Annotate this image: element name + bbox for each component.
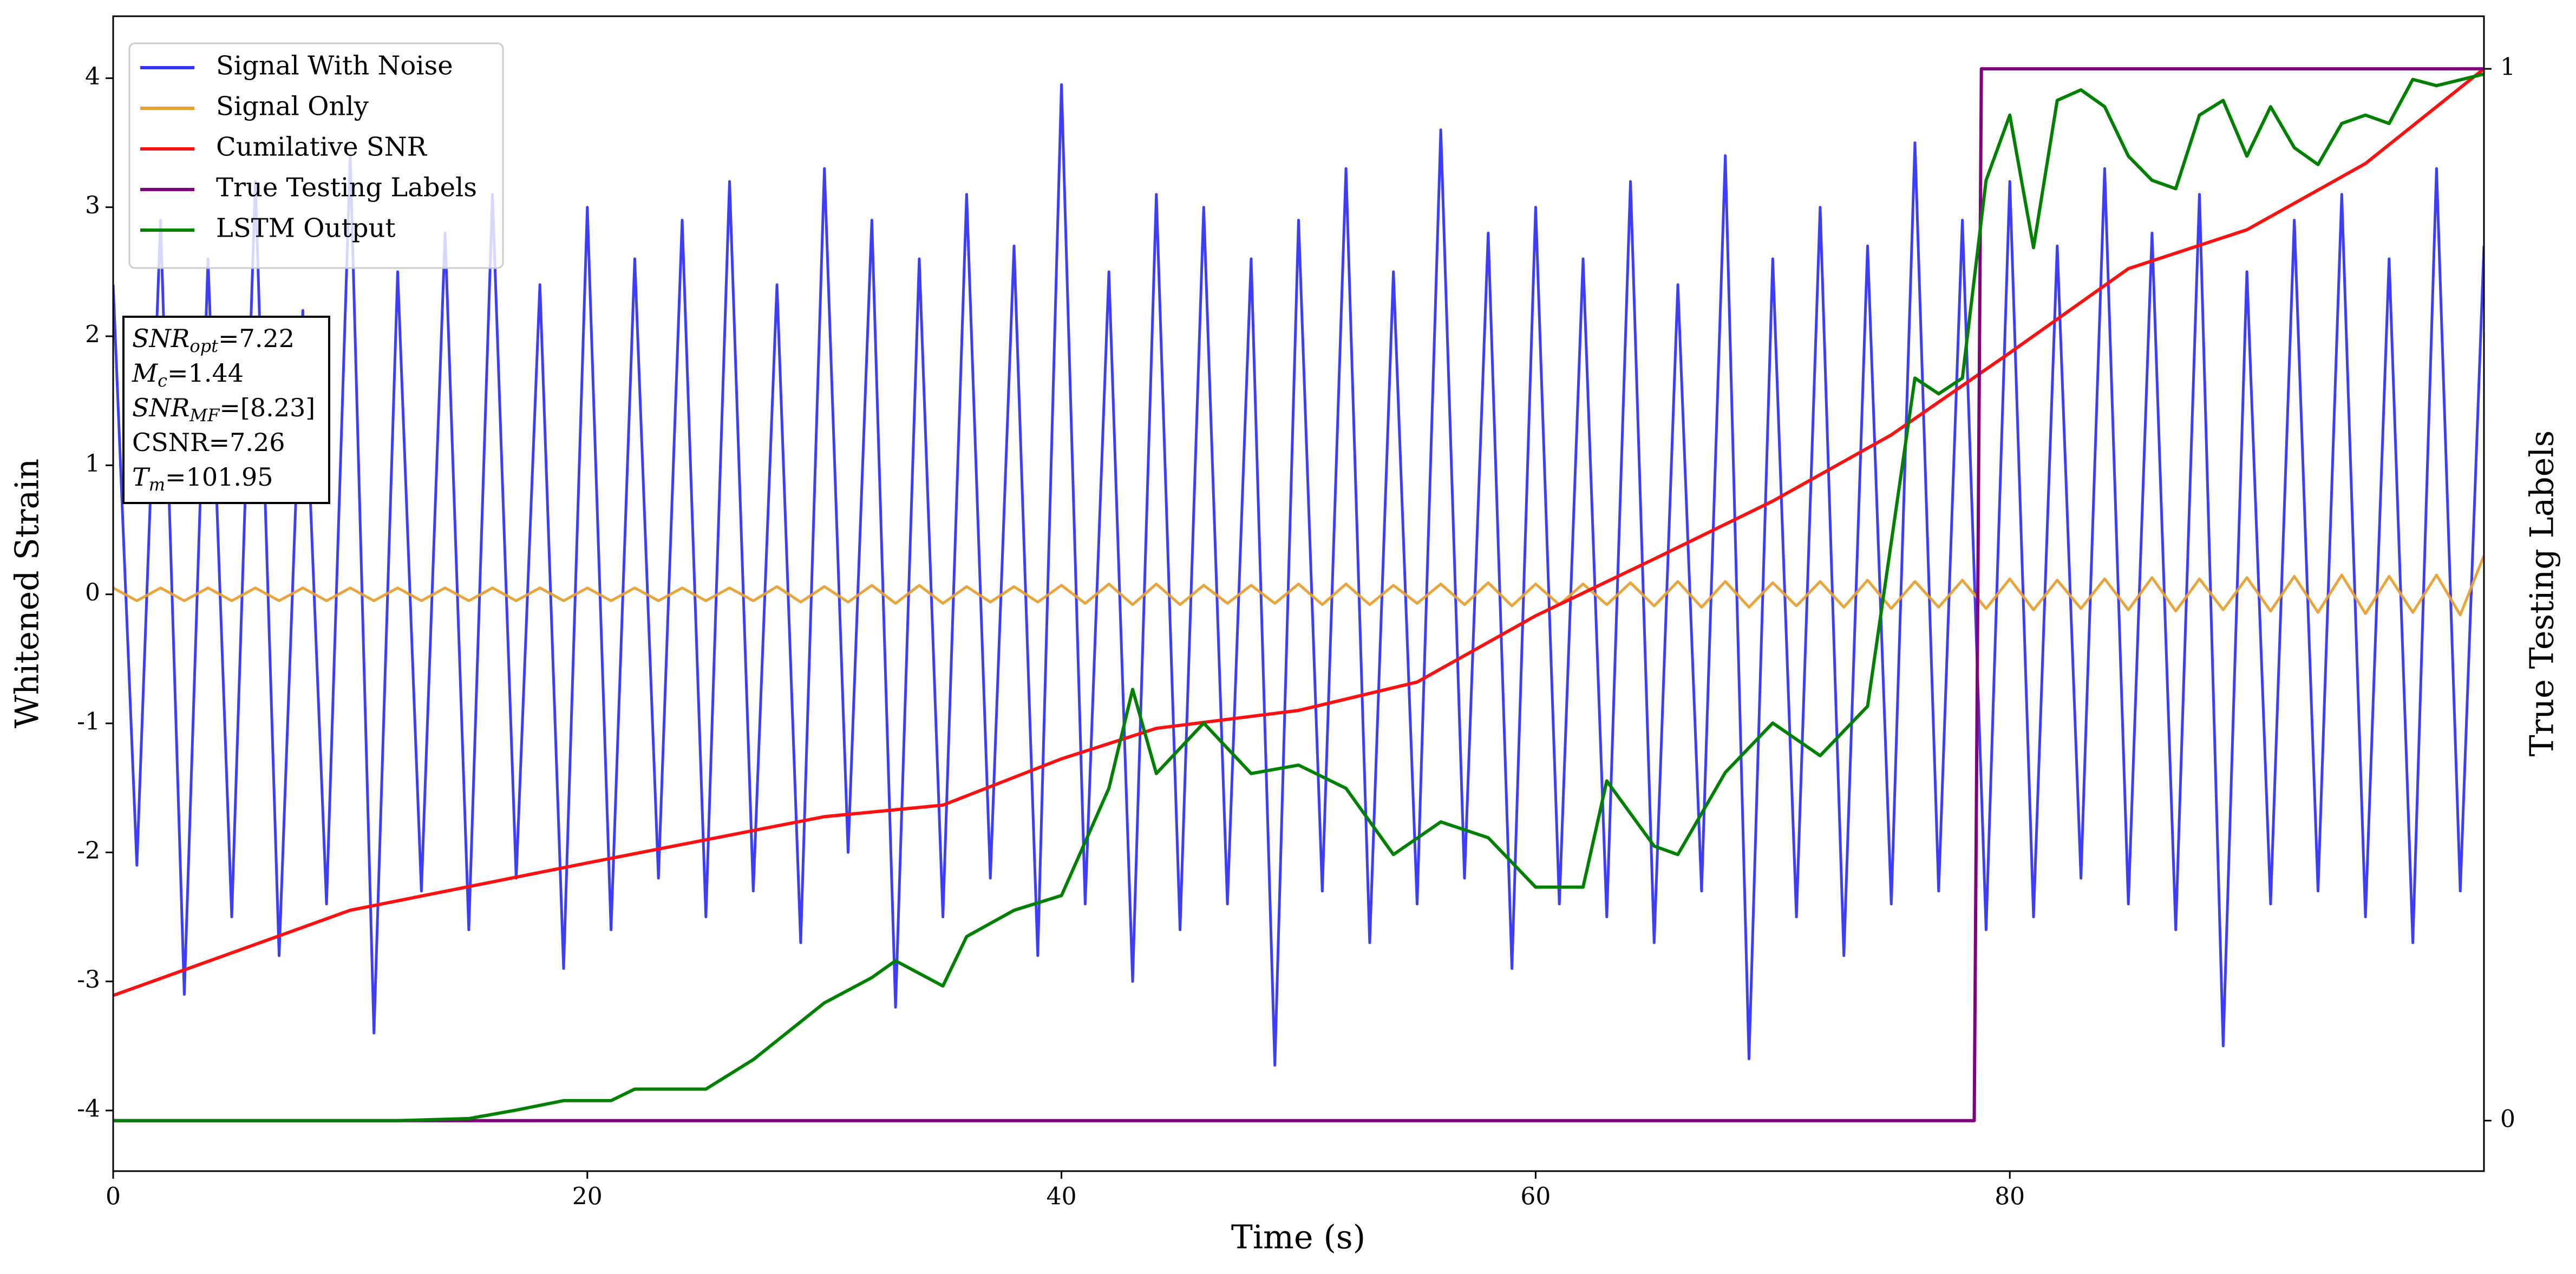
y-tick-label: 3	[85, 192, 100, 219]
y-tick-label: -1	[77, 708, 100, 736]
annotation-text: CSNR=7.26	[132, 428, 285, 457]
annotation-part: SNR	[132, 393, 189, 422]
annotation-box	[122, 316, 330, 504]
legend-label: Signal With Noise	[216, 51, 453, 81]
annotation-part: CSNR=7.26	[132, 428, 285, 457]
y-tick-label: -3	[77, 966, 100, 994]
annotation-text: Tm=101.95	[132, 462, 273, 495]
annotation-part: =7.22	[218, 324, 295, 353]
annotation-part: =1.44	[167, 358, 244, 388]
annotation-text: SNRMF=[8.23]	[132, 393, 315, 426]
series-line	[113, 83, 2484, 1067]
annotation-subscript: m	[149, 474, 165, 495]
y-tick-label: 0	[85, 579, 100, 606]
x-axis-label: Time (s)	[1231, 1219, 1365, 1257]
annotation-text: Mc=1.44	[132, 358, 244, 391]
y2-tick-label: 0	[2500, 1105, 2515, 1133]
annotation-part: =101.95	[165, 462, 273, 492]
x-tick-label: 40	[1047, 1183, 1077, 1211]
y2-tick-label: 1	[2500, 54, 2515, 81]
annotation-subscript: MF	[189, 405, 220, 426]
legend-box	[128, 42, 504, 269]
y-tick-label: -2	[77, 837, 100, 865]
y-axis-label: Whitened Strain	[9, 459, 47, 728]
legend-label: Cumilative SNR	[216, 132, 428, 162]
x-tick-label: 20	[572, 1183, 603, 1211]
annotation-part: T	[132, 462, 151, 492]
series-line	[113, 72, 2484, 1122]
y-tick-label: 4	[85, 63, 100, 90]
legend-label: True Testing Labels	[216, 173, 477, 203]
y-tick-label: -4	[77, 1095, 100, 1122]
x-tick-label: 60	[1520, 1183, 1551, 1211]
x-tick-label: 80	[1995, 1183, 2025, 1211]
series-line	[113, 67, 2484, 997]
annotation-text: SNRopt=7.22	[132, 324, 295, 356]
series-line	[113, 67, 2484, 1122]
y-tick-label: 2	[85, 321, 100, 349]
series-line	[113, 555, 2484, 617]
legend-label: Signal Only	[216, 92, 369, 122]
annotation-part: =[8.23]	[219, 393, 315, 422]
x-tick-label: 0	[106, 1183, 121, 1211]
legend-label: LSTM Output	[216, 213, 396, 244]
annotation-subscript: c	[158, 370, 167, 391]
annotation-part: M	[132, 358, 159, 388]
annotation-part: SNR	[132, 324, 189, 353]
annotation-subscript: opt	[189, 336, 218, 356]
y2-axis-label: True Testing Labels	[2523, 430, 2561, 757]
plot-area	[113, 67, 2484, 1122]
y-tick-label: 1	[85, 450, 100, 478]
